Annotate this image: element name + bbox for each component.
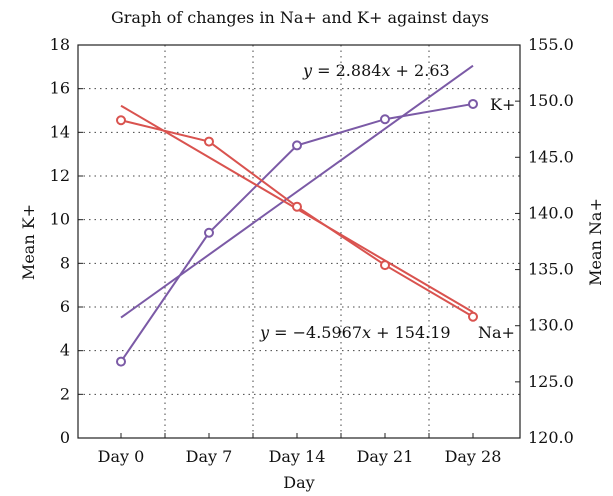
x-tick-label: Day 0 bbox=[98, 447, 145, 466]
data-point bbox=[380, 114, 390, 125]
na-eq-coef: = −4.5967 bbox=[269, 323, 362, 342]
data-point bbox=[204, 136, 214, 147]
y-left-tick-label: 2 bbox=[60, 384, 70, 403]
data-point bbox=[292, 201, 302, 212]
x-tick-label: Day 21 bbox=[357, 447, 414, 466]
data-point bbox=[116, 115, 126, 126]
data-point bbox=[116, 356, 126, 367]
data-point bbox=[468, 98, 478, 109]
k-trend-equation: y = 2.884x + 2.63 bbox=[302, 61, 450, 80]
data-point bbox=[292, 140, 302, 151]
y-right-tick-label: 140.0 bbox=[528, 203, 574, 222]
y-right-tick-label: 125.0 bbox=[528, 372, 574, 391]
y-left-tick-label: 16 bbox=[50, 79, 70, 98]
k-eq-y: y bbox=[302, 61, 313, 80]
plot-frame bbox=[77, 44, 521, 439]
na-eq-x: x bbox=[362, 323, 371, 342]
data-point bbox=[468, 311, 478, 322]
series-na bbox=[116, 104, 478, 322]
y-left-tick-label: 4 bbox=[60, 341, 70, 360]
na-eq-y: y bbox=[259, 323, 270, 342]
y-right-tick-label: 130.0 bbox=[528, 316, 574, 335]
y-right-axis-title: Mean Na+ bbox=[586, 198, 605, 286]
y-right-tick-label: 135.0 bbox=[528, 260, 574, 279]
y-left-tick-label: 12 bbox=[50, 166, 70, 185]
k-eq-coef: = 2.884 bbox=[312, 61, 381, 80]
y-left-tick-label: 6 bbox=[60, 297, 70, 316]
x-tick-label: Day 7 bbox=[186, 447, 233, 466]
x-axis-title: Day bbox=[283, 473, 314, 492]
grid bbox=[78, 45, 520, 438]
y-right-tick-label: 120.0 bbox=[528, 428, 574, 447]
k-eq-x: x bbox=[381, 61, 390, 80]
y-right-tick-label: 150.0 bbox=[528, 91, 574, 110]
left-axis: 0 2 4 6 8 10 12 14 16 18 bbox=[50, 35, 83, 447]
y-left-tick-label: 0 bbox=[60, 428, 70, 447]
legend-k: K+ bbox=[490, 95, 515, 114]
right-axis: 120.0 125.0 130.0 135.0 140.0 145.0 150.0 155.0 bbox=[515, 35, 574, 447]
chart-title: Graph of changes in Na+ and K+ against d… bbox=[111, 8, 489, 27]
y-right-tick-label: 155.0 bbox=[528, 35, 574, 54]
data-point bbox=[380, 260, 390, 271]
k-eq-rest: + 2.63 bbox=[390, 61, 449, 80]
y-left-tick-label: 18 bbox=[50, 35, 70, 54]
na-trend-equation: y = −4.5967x + 154.19 bbox=[259, 323, 451, 342]
y-left-axis-title: Mean K+ bbox=[19, 204, 38, 280]
y-left-tick-label: 10 bbox=[50, 210, 70, 229]
x-axis: Day 0 Day 7 Day 14 Day 21 Day 28 bbox=[98, 433, 502, 466]
series-k bbox=[116, 64, 478, 367]
series-layer bbox=[116, 64, 478, 367]
trend-line bbox=[120, 64, 474, 319]
x-tick-label: Day 14 bbox=[269, 447, 326, 466]
legend-na: Na+ bbox=[478, 323, 515, 342]
y-left-tick-label: 8 bbox=[60, 253, 70, 272]
na-eq-rest: + 154.19 bbox=[371, 323, 451, 342]
x-tick-label: Day 28 bbox=[445, 447, 502, 466]
y-right-tick-label: 145.0 bbox=[528, 147, 574, 166]
data-point bbox=[204, 227, 214, 238]
y-left-tick-label: 14 bbox=[50, 122, 70, 141]
